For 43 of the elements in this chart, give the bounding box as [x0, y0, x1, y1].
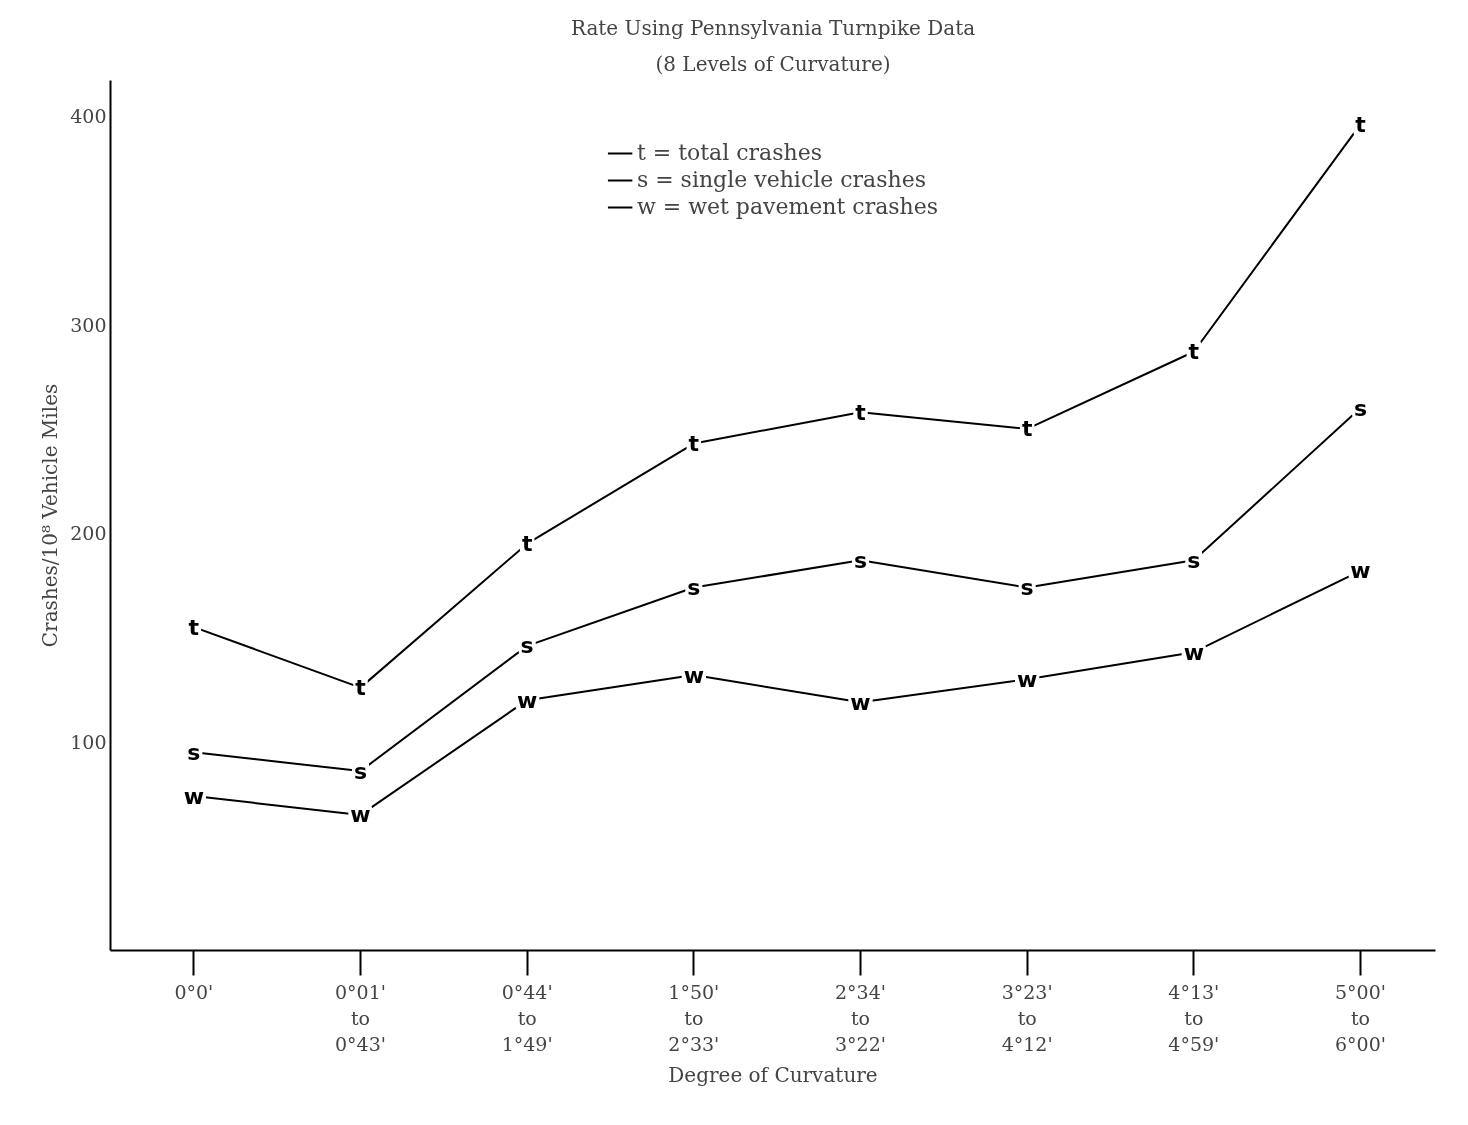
data-label: t	[855, 399, 867, 425]
y-tick-label: 400	[70, 104, 107, 127]
data-label: s	[1020, 574, 1034, 600]
data-label: w	[683, 662, 704, 688]
x-tick-label: 0°44' to 1°49'	[501, 980, 553, 1056]
x-tick-label: 4°13' to 4°59'	[1168, 980, 1220, 1056]
data-label: t	[521, 531, 533, 557]
x-axis-title: Degree of Curvature	[668, 1063, 878, 1088]
y-tick-label: 100	[70, 730, 107, 753]
data-label: s	[353, 758, 368, 784]
data-label: s	[853, 547, 868, 573]
legend-label: t = total crashes	[636, 140, 822, 165]
x-tick-label: 3°23' to 4°12'	[1001, 980, 1053, 1056]
data-label: t	[688, 431, 700, 457]
data-label: t	[188, 614, 200, 640]
chart-subtitle: (8 Levels of Curvature)	[655, 51, 891, 76]
data-label: w	[850, 689, 871, 715]
legend-label: w = wet pavement crashes	[636, 194, 939, 219]
data-label: t	[1188, 339, 1200, 365]
x-tick-label: 5°00' to 6°00'	[1335, 980, 1387, 1056]
chart-title: Rate Using Pennsylvania Turnpike Data	[570, 15, 976, 40]
y-tick-label: 300	[70, 313, 107, 336]
data-label: w	[350, 802, 371, 828]
x-tick-label: 1°50' to 2°33'	[668, 980, 720, 1056]
data-label: s	[187, 739, 201, 765]
data-label: w	[183, 783, 204, 809]
data-label: s	[520, 633, 534, 659]
x-tick-label: 2°34' to 3°22'	[835, 980, 887, 1056]
data-label: w	[1350, 558, 1371, 584]
data-label: s	[1187, 547, 1201, 573]
y-axis-title: Crashes/10⁸ Vehicle Miles	[38, 383, 63, 648]
data-label: w	[1183, 639, 1204, 665]
data-label: s	[1353, 395, 1368, 421]
y-tick-label: 200	[70, 522, 107, 545]
legend-label: s = single vehicle crashes	[636, 167, 926, 192]
data-label: s	[687, 574, 701, 600]
data-label: w	[1017, 666, 1038, 692]
data-label: t	[1021, 416, 1033, 442]
data-label: t	[355, 675, 367, 701]
data-label: t	[1355, 111, 1367, 137]
x-tick-label: 0°0'	[174, 980, 214, 1003]
data-label: w	[517, 687, 538, 713]
x-tick-label: 0°01' to 0°43'	[335, 980, 387, 1056]
